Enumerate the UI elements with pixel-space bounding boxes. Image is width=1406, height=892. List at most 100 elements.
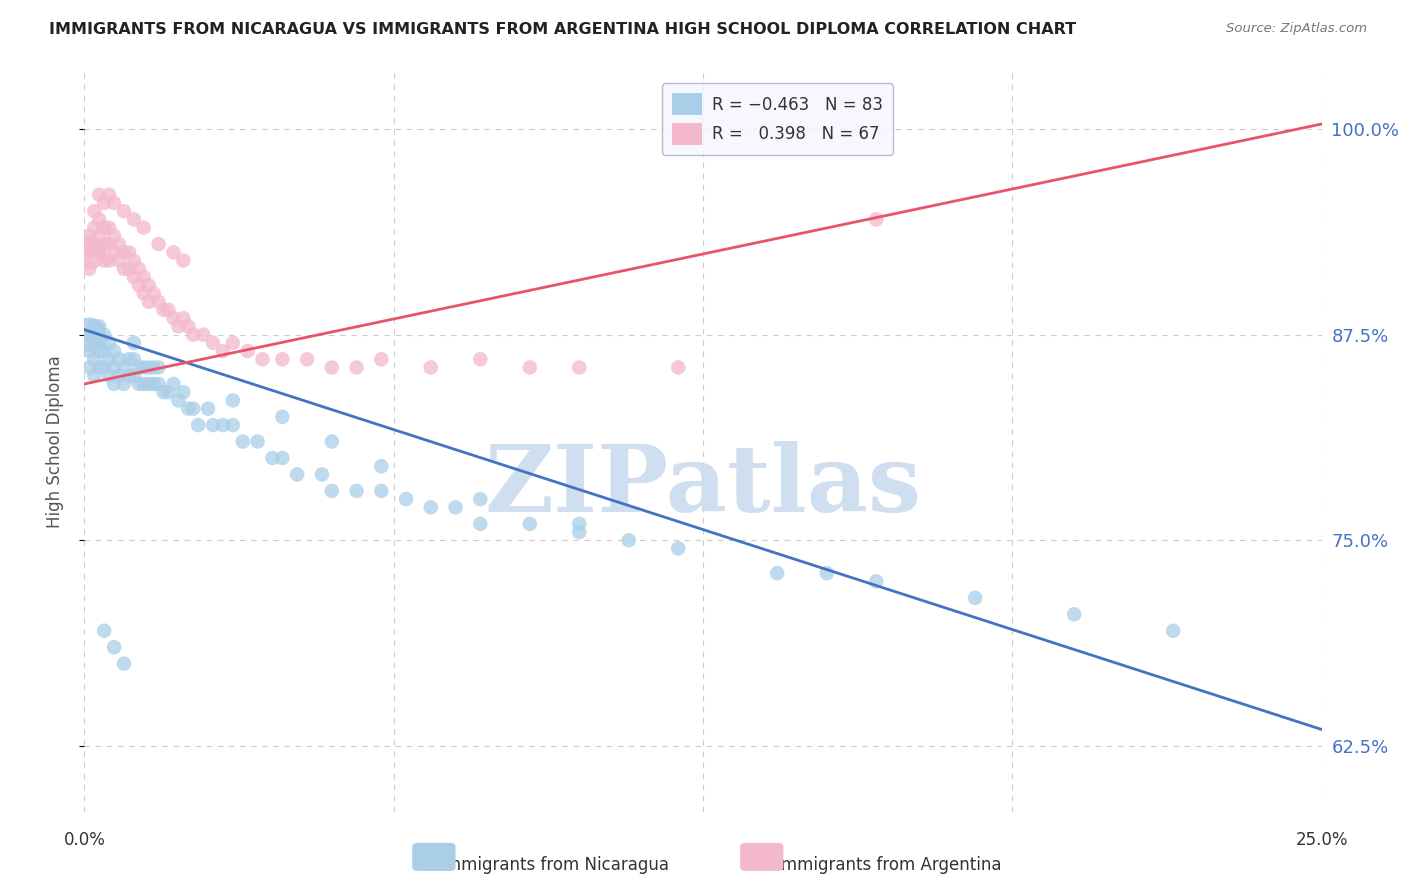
Point bbox=[132, 376, 155, 391]
Point bbox=[112, 360, 135, 375]
Point bbox=[93, 344, 115, 359]
Point bbox=[197, 401, 219, 416]
Point bbox=[93, 360, 115, 375]
Point bbox=[89, 335, 111, 350]
Point bbox=[152, 302, 174, 317]
Point bbox=[246, 434, 269, 449]
Point bbox=[128, 261, 150, 276]
Point bbox=[666, 541, 689, 556]
Point bbox=[222, 335, 245, 350]
Point bbox=[177, 319, 200, 334]
Text: 0.0%: 0.0% bbox=[63, 831, 105, 849]
Point bbox=[142, 286, 165, 301]
Point bbox=[108, 253, 131, 268]
Point bbox=[568, 360, 591, 375]
Point bbox=[965, 591, 987, 605]
Point bbox=[93, 327, 115, 342]
Point bbox=[138, 376, 160, 391]
Point bbox=[142, 376, 165, 391]
Point bbox=[470, 352, 492, 367]
Point bbox=[148, 360, 170, 375]
Point bbox=[98, 368, 121, 383]
Point bbox=[89, 344, 111, 359]
Point bbox=[128, 376, 150, 391]
Point bbox=[865, 212, 887, 227]
Point bbox=[271, 352, 294, 367]
Point bbox=[103, 344, 125, 359]
Point bbox=[187, 418, 209, 433]
Point bbox=[568, 524, 591, 539]
Point bbox=[470, 516, 492, 531]
Point bbox=[89, 319, 111, 334]
Point bbox=[766, 566, 789, 581]
Point bbox=[98, 237, 121, 252]
Point bbox=[167, 393, 190, 408]
Point bbox=[177, 401, 200, 416]
Point bbox=[617, 533, 640, 548]
Point bbox=[108, 368, 131, 383]
Point bbox=[103, 228, 125, 243]
Point bbox=[321, 434, 343, 449]
Text: Immigrants from Argentina: Immigrants from Argentina bbox=[776, 856, 1001, 874]
Point bbox=[89, 228, 111, 243]
Point bbox=[103, 376, 125, 391]
Point bbox=[142, 360, 165, 375]
Point bbox=[138, 294, 160, 309]
Point bbox=[122, 212, 145, 227]
Point bbox=[172, 385, 194, 400]
Point bbox=[98, 335, 121, 350]
Point bbox=[212, 418, 235, 433]
Point bbox=[271, 450, 294, 465]
Point bbox=[89, 360, 111, 375]
Point bbox=[122, 352, 145, 367]
Y-axis label: High School Diploma: High School Diploma bbox=[45, 355, 63, 528]
Point bbox=[132, 220, 155, 235]
Point bbox=[108, 352, 131, 367]
Point bbox=[157, 302, 180, 317]
Point bbox=[122, 368, 145, 383]
Point bbox=[93, 196, 115, 211]
Point bbox=[118, 245, 141, 260]
Point bbox=[666, 360, 689, 375]
Point bbox=[162, 245, 184, 260]
Point bbox=[202, 418, 225, 433]
Point bbox=[1063, 607, 1085, 622]
Point bbox=[93, 237, 115, 252]
Point bbox=[122, 270, 145, 285]
Point bbox=[89, 187, 111, 202]
Point bbox=[98, 220, 121, 235]
Point bbox=[865, 574, 887, 589]
Point bbox=[122, 335, 145, 350]
Point bbox=[79, 327, 101, 342]
Point bbox=[346, 483, 368, 498]
Point bbox=[568, 516, 591, 531]
Point bbox=[93, 253, 115, 268]
Point bbox=[83, 237, 105, 252]
Point bbox=[79, 245, 101, 260]
Point bbox=[79, 327, 101, 342]
Text: Immigrants from Nicaragua: Immigrants from Nicaragua bbox=[440, 856, 669, 874]
Point bbox=[112, 204, 135, 219]
Point bbox=[321, 360, 343, 375]
Point bbox=[181, 401, 204, 416]
Point bbox=[118, 368, 141, 383]
Point bbox=[89, 245, 111, 260]
Point bbox=[222, 393, 245, 408]
Point bbox=[181, 327, 204, 342]
Point bbox=[395, 492, 418, 507]
Point bbox=[98, 253, 121, 268]
Point bbox=[236, 344, 259, 359]
Point bbox=[157, 385, 180, 400]
Point bbox=[202, 335, 225, 350]
Point bbox=[419, 500, 441, 515]
Point bbox=[98, 187, 121, 202]
Point bbox=[132, 286, 155, 301]
Point bbox=[285, 467, 308, 482]
Point bbox=[222, 418, 245, 433]
Point bbox=[311, 467, 333, 482]
Point bbox=[79, 261, 101, 276]
Point bbox=[132, 270, 155, 285]
Point bbox=[89, 212, 111, 227]
FancyBboxPatch shape bbox=[412, 843, 456, 871]
Point bbox=[93, 624, 115, 638]
